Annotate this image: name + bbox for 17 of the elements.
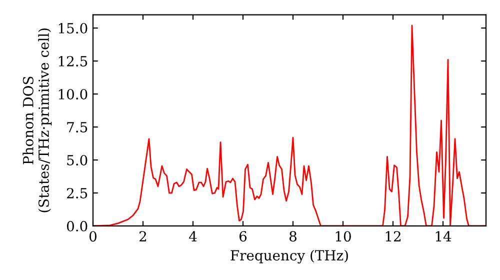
y-tick-label: 10.0 (58, 88, 88, 100)
x-tick-label: 0 (89, 231, 96, 242)
x-tick-label: 6 (240, 231, 247, 242)
x-tick-label: 14 (436, 231, 452, 242)
x-tick-label: 2 (140, 231, 146, 242)
x-tick-label: 4 (189, 231, 197, 242)
y-tick-label: 15.0 (58, 23, 88, 34)
y-tick-label: 5.0 (67, 154, 88, 166)
x-tick-label: 8 (290, 231, 296, 242)
y-axis-title: Phonon DOS (States/THz·primitive cell) (22, 28, 52, 212)
x-axis-title: Frequency (THz) (230, 250, 348, 264)
y-tick-label: 2.5 (66, 188, 88, 198)
x-tick-label: 10 (336, 231, 351, 242)
x-tick-label: 12 (386, 231, 400, 242)
y-tick-label: 12.5 (58, 56, 88, 66)
y-tick-label: 7.5 (67, 122, 88, 132)
y-tick-label: 0.0 (66, 220, 88, 232)
